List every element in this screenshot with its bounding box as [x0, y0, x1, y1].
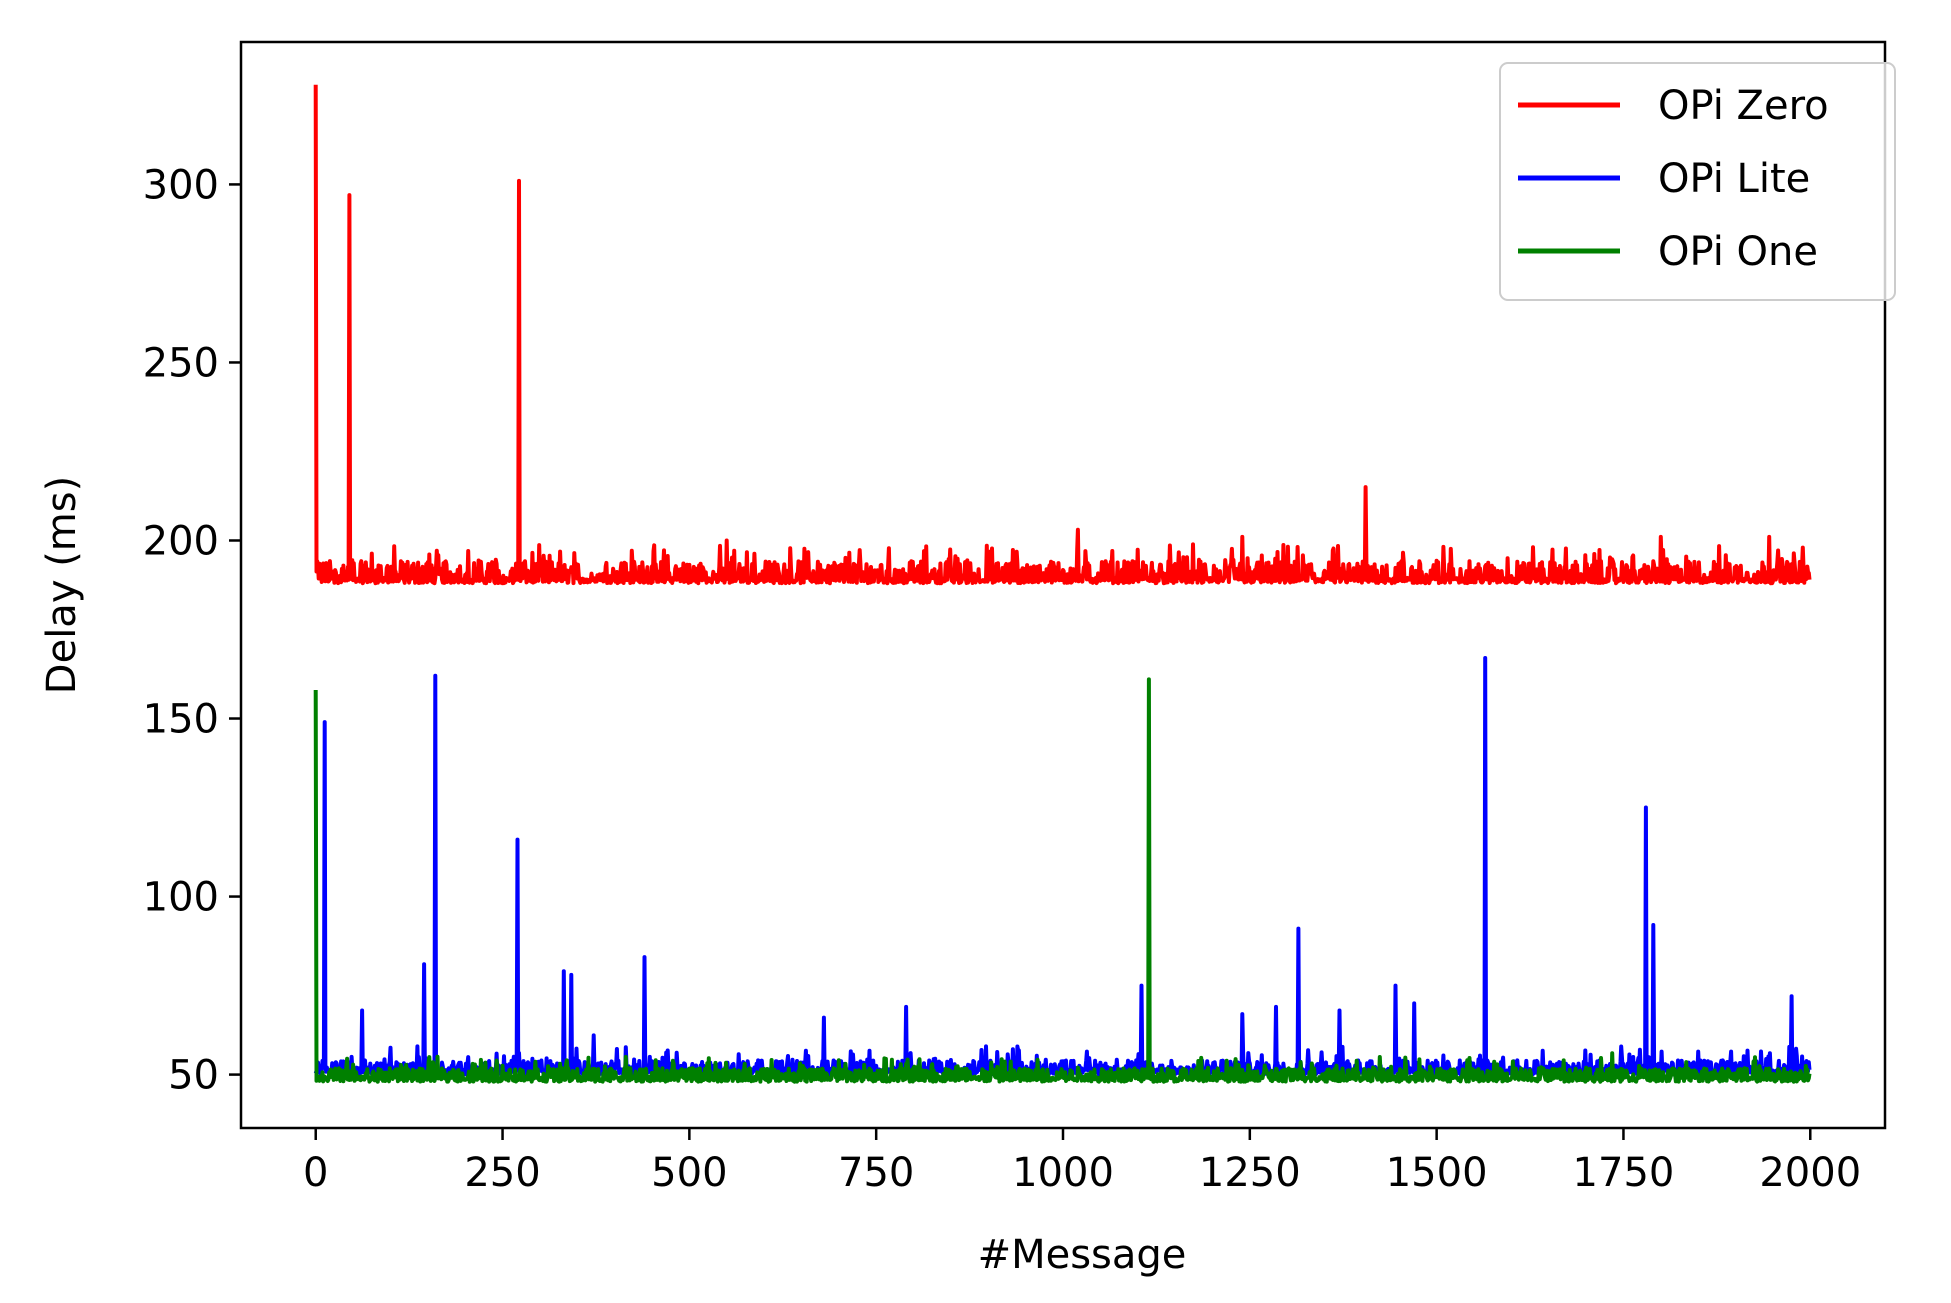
series-line-opi-zero — [313, 84, 1812, 586]
series-line-opi-one — [313, 677, 1812, 1084]
legend-box — [1499, 62, 1896, 301]
y-tick-label: 200 — [143, 518, 219, 564]
y-axis: 50 100 150 200 250 300 — [143, 162, 241, 1099]
x-tick-label: 1000 — [1012, 1150, 1114, 1196]
y-tick-label: 250 — [143, 340, 219, 386]
legend-label: OPi One — [1658, 229, 1818, 275]
x-tick-label: 250 — [464, 1150, 540, 1196]
x-axis-title: #Message — [978, 1232, 1187, 1278]
x-tick-label: 750 — [838, 1150, 914, 1196]
y-tick-label: 50 — [168, 1053, 219, 1099]
x-tick-label: 0 — [303, 1150, 328, 1196]
series-layer — [313, 84, 1812, 1084]
x-tick-label: 1750 — [1573, 1150, 1675, 1196]
legend-label: OPi Zero — [1658, 83, 1829, 129]
x-tick-label: 1500 — [1386, 1150, 1488, 1196]
x-tick-label: 2000 — [1759, 1150, 1861, 1196]
y-tick-label: 300 — [143, 162, 219, 208]
x-tick-label: 1250 — [1199, 1150, 1301, 1196]
x-axis: 0 250 500 750 1000 1250 1500 1750 2000 — [303, 1128, 1861, 1196]
x-tick-label: 500 — [651, 1150, 727, 1196]
y-axis-title: Delay (ms) — [39, 476, 85, 694]
legend: OPi Zero OPi Lite OPi One — [1499, 62, 1896, 301]
y-tick-label: 100 — [143, 875, 219, 921]
legend-label: OPi Lite — [1658, 156, 1810, 202]
y-tick-label: 150 — [143, 697, 219, 743]
